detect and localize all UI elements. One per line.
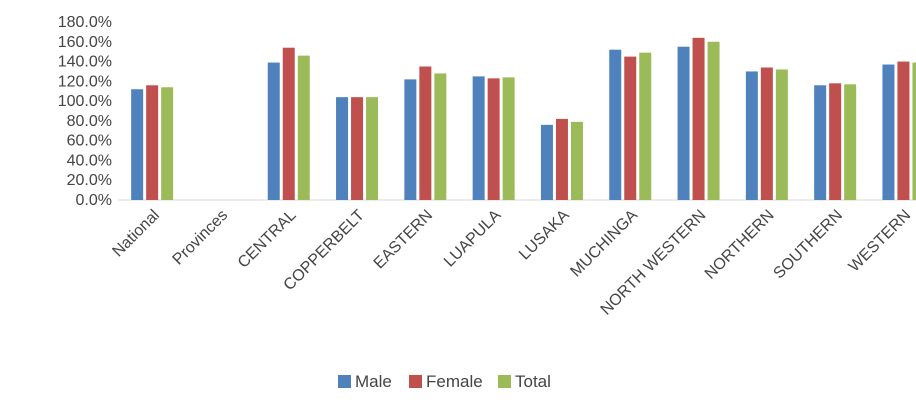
legend-swatch-total: [498, 375, 511, 388]
legend-label-female: Female: [426, 372, 483, 391]
y-tick-label: 20.0%: [67, 172, 112, 189]
bar-total: [707, 41, 720, 201]
bar-male: [882, 64, 895, 201]
x-tick-label: Provinces: [170, 207, 232, 269]
y-tick-label: 120.0%: [58, 73, 112, 90]
legend-label-total: Total: [515, 372, 551, 391]
bar-total: [775, 69, 788, 200]
x-tick-label: MUCHINGA: [567, 207, 641, 281]
bar-female: [487, 78, 500, 200]
x-tick-label: National: [109, 207, 163, 261]
bar-total: [366, 97, 379, 200]
bar-female: [624, 56, 637, 200]
bar-female: [760, 67, 773, 200]
bar-male: [472, 76, 485, 200]
bar-total: [502, 77, 515, 200]
bar-male: [814, 85, 827, 200]
legend: Male Female Total: [338, 372, 551, 391]
bar-male: [677, 46, 690, 200]
bar-female: [282, 47, 295, 200]
y-tick-label: 160.0%: [58, 34, 112, 51]
y-tick-label: 100.0%: [58, 93, 112, 110]
legend-swatch-female: [409, 375, 422, 388]
bars: [131, 37, 916, 201]
legend-label-male: Male: [355, 372, 392, 391]
bar-total: [844, 84, 857, 200]
bar-male: [267, 62, 280, 200]
bar-male: [540, 124, 553, 200]
bar-female: [351, 97, 364, 200]
bar-male: [609, 49, 622, 200]
x-tick-label: LUSAKA: [516, 207, 573, 264]
bar-total: [570, 121, 583, 200]
y-tick-label: 80.0%: [67, 113, 112, 130]
bar-female: [829, 83, 842, 200]
x-tick-label: EASTERN: [371, 207, 436, 272]
x-tick-label: CENTRAL: [235, 207, 300, 272]
bar-total: [297, 55, 310, 200]
y-tick-label: 180.0%: [58, 14, 112, 31]
bar-female: [897, 61, 910, 200]
y-axis-ticks: 0.0% 20.0% 40.0% 60.0% 80.0% 100.0% 120.0% 140.…: [58, 14, 112, 209]
bar-male: [745, 71, 758, 200]
y-tick-label: 0.0%: [76, 192, 112, 209]
bar-female: [692, 37, 705, 201]
bar-male: [404, 79, 417, 200]
bar-male: [131, 89, 144, 200]
x-tick-label: SOUTHERN: [770, 207, 846, 283]
bar-total: [434, 73, 447, 200]
bar-total: [912, 62, 916, 200]
bar-total: [639, 52, 652, 201]
y-tick-label: 40.0%: [67, 152, 112, 169]
bar-female: [555, 118, 568, 200]
legend-swatch-male: [338, 375, 351, 388]
y-tick-label: 140.0%: [58, 54, 112, 71]
bar-female: [419, 66, 432, 200]
x-tick-label: NORTHERN: [702, 207, 778, 283]
y-tick-label: 60.0%: [67, 133, 112, 150]
x-tick-label: WESTERN: [846, 207, 915, 276]
x-tick-label: LUAPULA: [441, 207, 505, 271]
bar-total: [161, 87, 174, 200]
bar-female: [146, 85, 159, 200]
bar-male: [336, 97, 349, 200]
